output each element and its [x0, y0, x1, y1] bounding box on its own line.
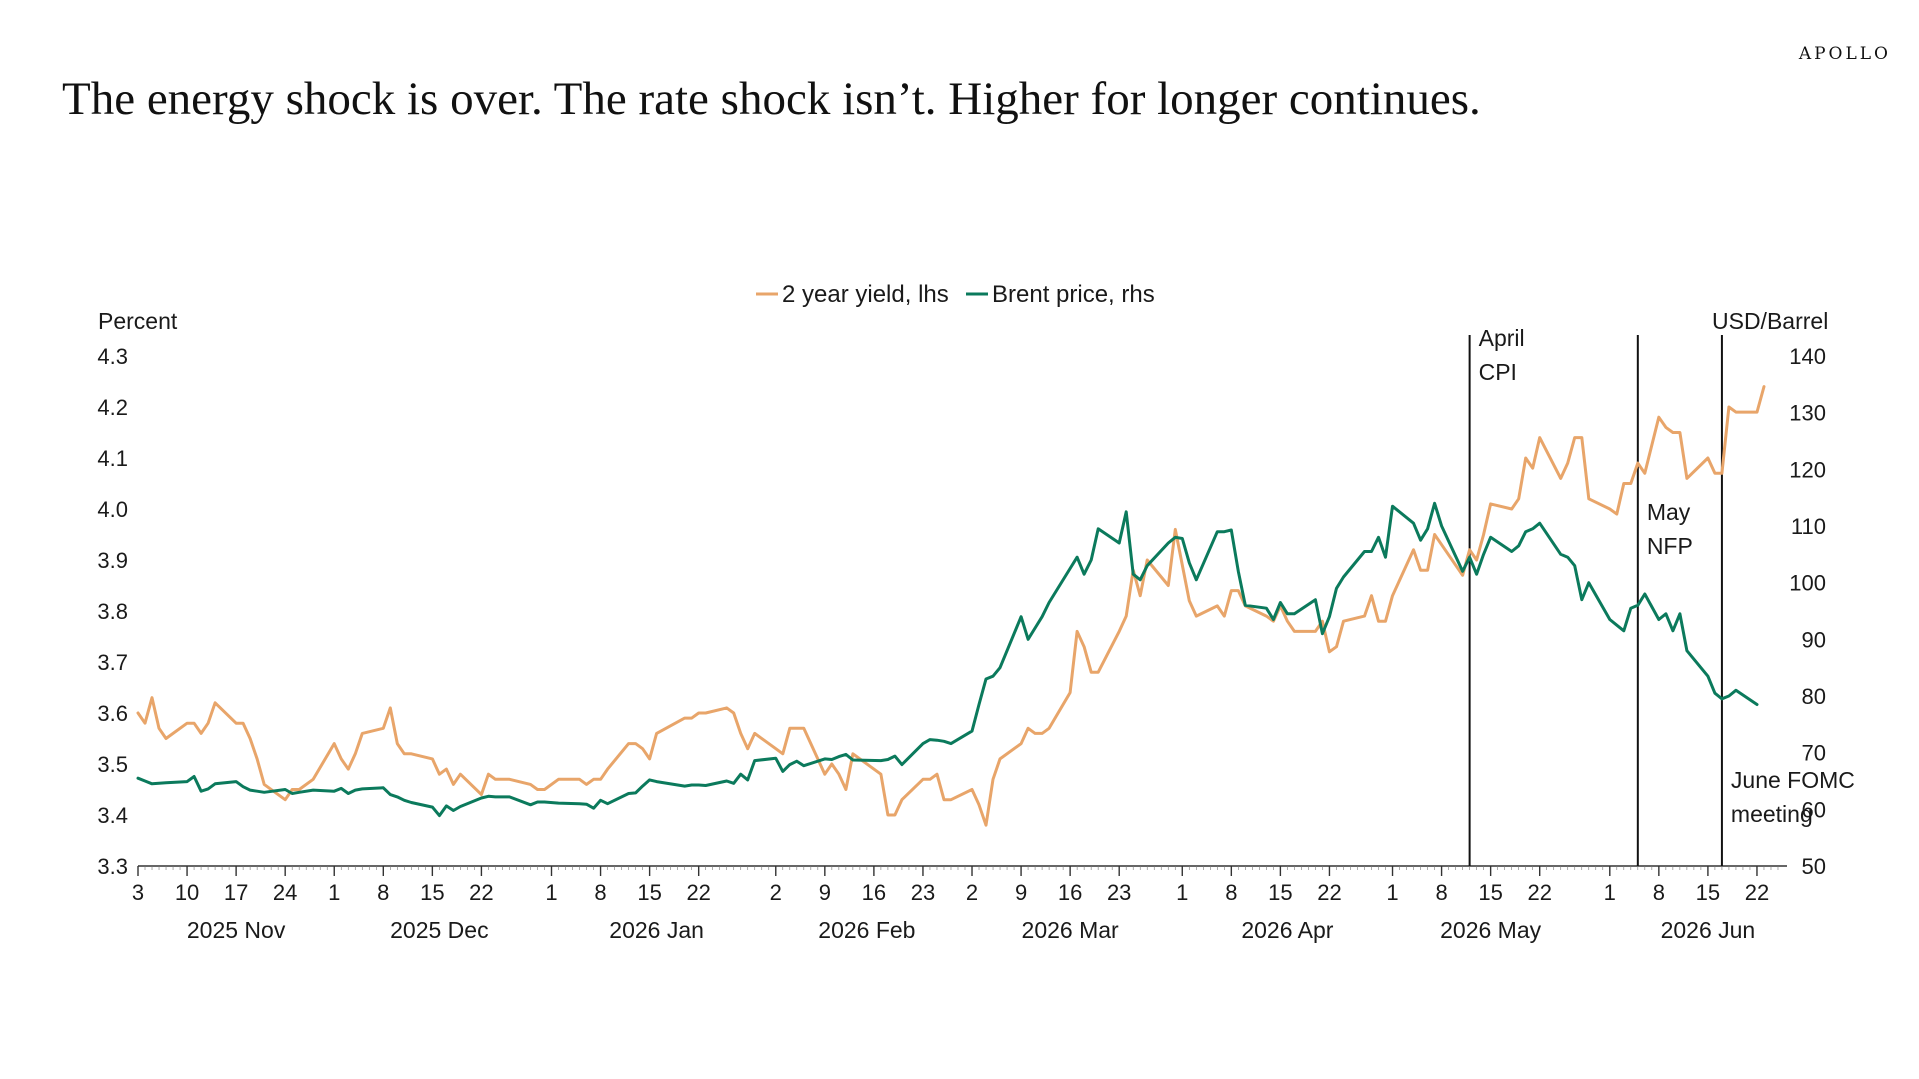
y-tick-right: 60 — [1802, 797, 1826, 822]
x-tick-label: 16 — [1058, 880, 1082, 905]
y-tick-right: 50 — [1802, 854, 1826, 879]
y-tick-left: 3.9 — [97, 548, 128, 573]
y-tick-right: 110 — [1791, 514, 1826, 539]
x-month-label: 2025 Nov — [187, 917, 286, 943]
series-line-yield — [136, 385, 1766, 827]
brand-logo: APOLLO — [1798, 44, 1891, 64]
legend-label-yield: 2 year yield, lhs — [782, 281, 949, 308]
x-tick-label: 8 — [1435, 880, 1447, 905]
x-tick-label: 8 — [377, 880, 389, 905]
y-tick-left: 3.5 — [97, 752, 128, 777]
event-label: May — [1647, 499, 1691, 525]
y-tick-left: 3.6 — [97, 701, 128, 726]
y-tick-left: 4.3 — [97, 344, 128, 369]
x-tick-label: 1 — [545, 880, 557, 905]
series-line-brent — [136, 501, 1759, 818]
x-tick-label: 9 — [819, 880, 831, 905]
y-tick-left: 3.4 — [97, 803, 128, 828]
y-tick-left: 4.2 — [97, 395, 128, 420]
legend-label-brent: Brent price, rhs — [992, 281, 1155, 308]
y-tick-left: 3.7 — [97, 650, 128, 675]
chart-title: The energy shock is over. The rate shock… — [62, 73, 1481, 125]
x-tick-label: 15 — [420, 880, 444, 905]
y-tick-right: 130 — [1789, 401, 1826, 426]
event-label: April — [1479, 325, 1525, 351]
x-tick-label: 8 — [1653, 880, 1665, 905]
y-tick-left: 3.3 — [97, 854, 128, 879]
x-tick-label: 15 — [1268, 880, 1292, 905]
x-tick-label: 8 — [594, 880, 606, 905]
y-tick-right: 100 — [1789, 571, 1826, 596]
x-month-label: 2026 Mar — [1022, 917, 1120, 943]
x-month-label: 2026 May — [1440, 917, 1542, 943]
x-tick-label: 22 — [469, 880, 493, 905]
x-tick-label: 3 — [132, 880, 144, 905]
x-tick-label: 10 — [175, 880, 199, 905]
x-month-label: 2026 Jun — [1661, 917, 1756, 943]
x-month-label: 2025 Dec — [390, 917, 488, 943]
x-tick-label: 15 — [1696, 880, 1720, 905]
x-tick-label: 15 — [637, 880, 661, 905]
y-tick-left: 4.0 — [97, 497, 128, 522]
x-tick-label: 16 — [862, 880, 886, 905]
x-tick-label: 22 — [1527, 880, 1551, 905]
x-tick-label: 9 — [1015, 880, 1027, 905]
x-month-label: 2026 Jan — [609, 917, 704, 943]
x-tick-label: 22 — [1317, 880, 1341, 905]
x-tick-label: 8 — [1225, 880, 1237, 905]
y-tick-right: 70 — [1802, 741, 1826, 766]
x-tick-label: 22 — [686, 880, 710, 905]
x-month-label: 2026 Apr — [1241, 917, 1333, 943]
y-tick-right: 90 — [1802, 627, 1826, 652]
event-label: June FOMC — [1731, 767, 1855, 793]
event-label: meeting — [1731, 801, 1813, 827]
x-tick-label: 1 — [1176, 880, 1188, 905]
x-tick-label: 23 — [1107, 880, 1131, 905]
event-label: CPI — [1479, 359, 1517, 385]
x-tick-label: 22 — [1745, 880, 1769, 905]
x-tick-label: 15 — [1478, 880, 1502, 905]
event-label: NFP — [1647, 533, 1693, 559]
x-tick-label: 1 — [1386, 880, 1398, 905]
x-tick-label: 23 — [911, 880, 935, 905]
y-tick-left: 4.1 — [97, 446, 128, 471]
x-tick-label: 1 — [328, 880, 340, 905]
y-axis-right-label: USD/Barrel — [1712, 308, 1828, 334]
y-tick-right: 140 — [1789, 344, 1826, 369]
y-tick-right: 120 — [1789, 457, 1826, 482]
x-tick-label: 2 — [966, 880, 978, 905]
x-month-label: 2026 Feb — [818, 917, 915, 943]
x-tick-label: 24 — [273, 880, 297, 905]
x-tick-label: 2 — [770, 880, 782, 905]
x-tick-label: 1 — [1604, 880, 1616, 905]
x-tick-label: 17 — [224, 880, 248, 905]
y-tick-left: 3.8 — [97, 599, 128, 624]
y-tick-right: 80 — [1802, 684, 1826, 709]
y-axis-left-label: Percent — [98, 308, 178, 334]
